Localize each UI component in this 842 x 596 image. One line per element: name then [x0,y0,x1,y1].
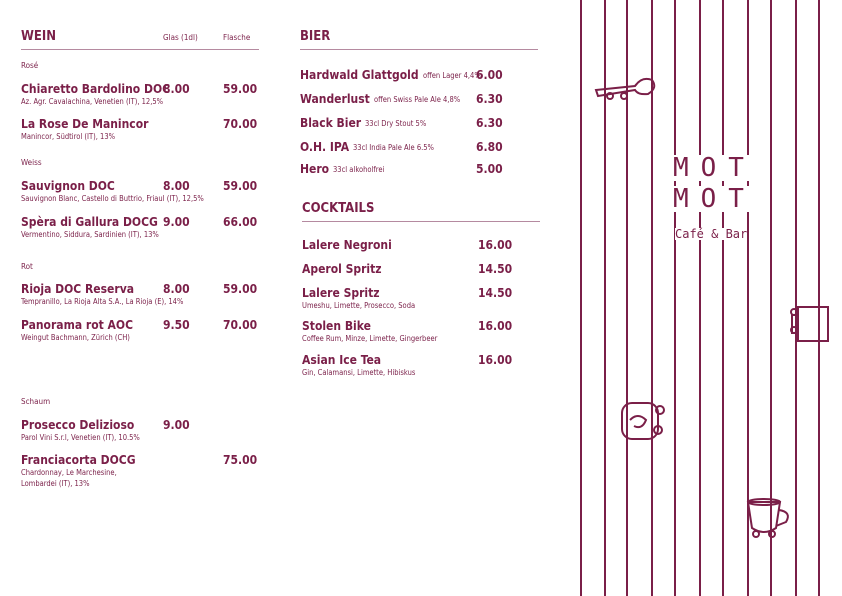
cocktail-desc: Gin, Calamansi, Limette, Hibiskus [302,368,416,377]
wine-name: Rioja DOC Reserva [21,282,135,296]
decor [580,0,829,596]
beer-price: 6.80 [476,140,503,154]
cocktail-price: 16.00 [478,238,513,252]
spoon-icon [594,77,656,100]
wine-name: Franciacorta DOCG [21,453,136,467]
cocktail-name: Lalere Negroni [302,238,392,252]
cocktail-price: 16.00 [478,319,513,333]
wine-desc: Manincor, Südtirol (IT), 13% [21,132,116,141]
cocktail-name: Asian Ice Tea [302,353,382,367]
wine-desc: Chardonnay, Le Marchesine, [21,468,117,477]
bottle-price: 70.00 [223,117,258,131]
beer-price: 5.00 [476,162,503,176]
cup-icon [746,498,789,538]
beer-name: Black Bier [300,116,362,130]
group-label: Schaum [21,397,51,406]
glass-price: 9.00 [163,215,190,229]
beer-note: offen Lager 4,4% [423,71,481,80]
column-header: Flasche [223,33,251,42]
wine-desc: Az. Agr. Cavalachina, Venetien (IT), 12,… [21,97,164,106]
beer-price: 6.00 [476,68,503,82]
bottle-price: 70.00 [223,318,258,332]
cocktail-price: 14.50 [478,286,513,300]
wine-desc: Tempranillo, La Rioja Alta S.A., La Rioj… [21,297,184,306]
glass-price: 8.00 [163,282,190,296]
cocktail-name: Aperol Spritz [302,262,382,276]
glass-price: 8.00 [163,82,190,96]
column-header: Glas (1dl) [163,33,198,42]
wine-desc: Vermentino, Siddura, Sardinien (IT), 13% [21,230,159,239]
beer-note: 33cl Dry Stout 5% [365,119,427,128]
cocktail-name: Lalere Spritz [302,286,380,300]
section-title: BIER [300,29,331,44]
cocktail-price: 14.50 [478,262,513,276]
beer-name: O.H. IPA [300,140,350,154]
beer-name: Hardwald Glattgold [300,68,419,82]
rule [302,221,540,222]
rule [21,49,259,50]
rule [300,49,538,50]
bottle-price: 66.00 [223,215,258,229]
bottle-price: 59.00 [223,82,258,96]
wine-name: Sauvignon DOC [21,179,115,193]
cocktail-desc: Coffee Rum, Minze, Limette, Gingerbeer [302,334,438,343]
cocktail-name: Stolen Bike [302,319,371,333]
wine-name: La Rose De Manincor [21,117,149,131]
logo-line: MOT [673,153,756,183]
wine-name: Chiaretto Bardolino DOC [21,82,171,96]
group-label: Rosé [21,61,39,70]
roll-icon [621,402,665,440]
beer-price: 6.30 [476,92,503,106]
wine-name: Prosecco Delizioso [21,418,135,432]
wine-name: Spèra di Gallura DOCG [21,215,158,229]
section-title: COCKTAILS [302,201,375,216]
bottle-price: 59.00 [223,282,258,296]
stripes [580,0,820,596]
mug-icon [790,306,829,342]
logo-line: MOT [673,184,756,214]
group-label: Weiss [21,158,42,167]
beer-price: 6.30 [476,116,503,130]
bottle-price: 75.00 [223,453,258,467]
section-title: WEIN [21,29,57,44]
cocktail-desc: Umeshu, Limette, Prosecco, Soda [302,301,416,310]
beer-note: 33cl alkoholfrei [333,165,385,174]
bottle-price: 59.00 [223,179,258,193]
glass-price: 8.00 [163,179,190,193]
beer-note: 33cl India Pale Ale 6.5% [353,143,434,152]
wine-name: Panorama rot AOC [21,318,133,332]
beer-name: Wanderlust [300,92,370,106]
cocktail-price: 16.00 [478,353,513,367]
wine-desc: Parol Vini S.r.l, Venetien (IT), 10.5% [21,433,140,442]
wine-desc: Lombardei (IT), 13% [21,479,90,488]
beer-name: Hero [300,162,330,176]
group-label: Rot [21,262,33,271]
glass-price: 9.00 [163,418,190,432]
wine-desc: Weingut Bachmann, Zürich (CH) [21,333,130,342]
beer-note: offen Swiss Pale Ale 4,8% [374,95,461,104]
wine-desc: Sauvignon Blanc, Castello di Buttrio, Fr… [21,194,204,203]
glass-price: 9.50 [163,318,190,332]
tagline: Café & Bar [675,227,748,241]
